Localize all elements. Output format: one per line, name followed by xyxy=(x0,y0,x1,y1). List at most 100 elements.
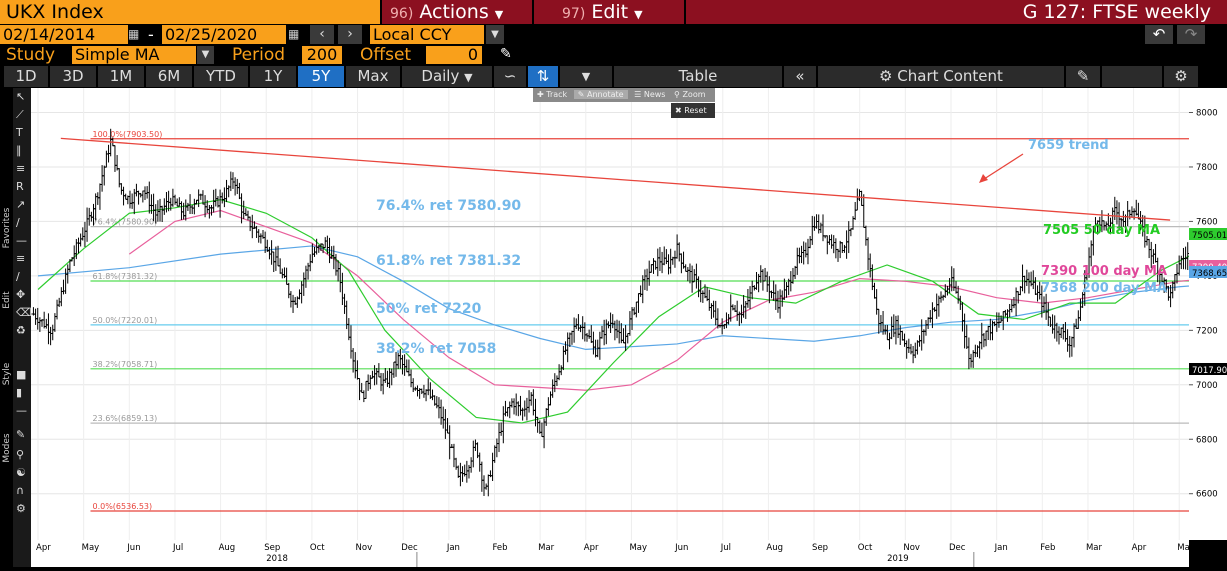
calendar-icon[interactable]: ▦ xyxy=(128,27,140,41)
range-button-1d[interactable]: 1D xyxy=(4,66,48,87)
settings-icon[interactable]: ⚙ xyxy=(16,502,26,515)
range-button-3d[interactable]: 3D xyxy=(50,66,96,87)
chevron-down-icon: ▼ xyxy=(464,71,473,84)
brush-icon[interactable]: ✎ xyxy=(16,428,25,441)
y-tick-label: 6600 xyxy=(1196,490,1218,500)
track-button[interactable]: ✚ Track xyxy=(537,90,568,99)
x-month-label: Aug xyxy=(219,543,236,553)
undo-button[interactable]: ↶ xyxy=(1145,25,1173,44)
chart-content-label: Chart Content xyxy=(897,67,1003,85)
edit-label: Edit xyxy=(591,1,629,23)
x-month-label: Jan xyxy=(446,543,460,553)
move-tool-icon[interactable]: ✥ xyxy=(16,288,25,301)
x-month-label: Aug xyxy=(766,543,783,553)
magnet-icon[interactable]: ∩ xyxy=(16,484,24,497)
edit-menu[interactable]: 97) Edit ▼ xyxy=(534,0,684,24)
mode-icon[interactable]: ☯ xyxy=(16,466,26,479)
pen-icon[interactable]: ✎ xyxy=(500,46,512,62)
table-button[interactable]: Table xyxy=(614,66,782,87)
color-tool-icon[interactable]: ■ xyxy=(16,368,26,381)
x-month-label: Jan xyxy=(994,543,1008,553)
range-button-ytd[interactable]: YTD xyxy=(194,66,248,87)
x-month-label: Dec xyxy=(949,543,966,553)
x-axis-svg: Apr May Jun Jul Aug Sep Oct Nov Dec Jan Feb Mar Apr M… xyxy=(36,543,1195,567)
date-controls: 02/14/2014 ▦ - 02/25/2020 ▦ ‹ › Local CC… xyxy=(0,25,1227,44)
fib-label: 38.2%(7058.71) xyxy=(92,360,157,369)
width-tool-icon[interactable]: — xyxy=(16,404,27,417)
style-tool-icon[interactable]: ▮ xyxy=(16,386,22,399)
chevron-down-icon[interactable]: ▼ xyxy=(197,46,214,64)
pointer-icon[interactable]: ↖ xyxy=(16,90,25,103)
chart-content-button[interactable]: ⚙ Chart Content xyxy=(818,66,1064,87)
range-button-1y[interactable]: 1Y xyxy=(250,66,296,87)
zoom-button[interactable]: ⚲ Zoom xyxy=(674,90,706,99)
fib-label: 0.0%(6536.53) xyxy=(92,502,152,511)
fib-tool-icon[interactable]: ≡ xyxy=(16,162,25,175)
parallel-tool-icon[interactable]: ∥ xyxy=(16,144,22,157)
chart-area[interactable]: 100.0%(7903.50) 76.4%(7580.90) 61.8%(7381.… xyxy=(31,88,1227,540)
prev-arrow-button[interactable]: ‹ xyxy=(310,25,334,44)
y-tick-label: 6800 xyxy=(1196,435,1218,445)
period-input[interactable]: 200 xyxy=(302,46,342,64)
zoom-label: Zoom xyxy=(682,90,706,99)
range-button-max[interactable]: Max xyxy=(346,66,400,87)
last-value-badge xyxy=(1189,266,1227,278)
range-button-1m[interactable]: 1M xyxy=(98,66,144,87)
chevron-down-icon[interactable]: ▼ xyxy=(486,25,504,44)
mini-toolbar: ✚ Track ✎ Annotate ☰ News ⚲ Zoom xyxy=(533,88,715,102)
range-button-5y[interactable]: 5Y xyxy=(298,66,344,87)
draw-tool-icon[interactable]: ∕ xyxy=(16,270,20,283)
bar-chart-icon[interactable]: ⇅ xyxy=(528,66,558,87)
eraser-icon[interactable]: ⌫ xyxy=(16,306,32,319)
x-month-label: Nov xyxy=(356,543,373,553)
text-tool-icon[interactable]: T xyxy=(15,126,23,139)
x-month-label: Sep xyxy=(264,543,280,553)
news-button[interactable]: ☰ News xyxy=(634,90,666,99)
actions-menu[interactable]: 96) Actions ▼ xyxy=(382,0,532,24)
reset-button[interactable]: ✖ Reset xyxy=(671,103,715,118)
fib-label: 100.0%(7903.50) xyxy=(92,130,162,139)
frequency-select[interactable]: Daily ▼ xyxy=(402,66,492,87)
edit-num: 97) xyxy=(562,6,586,22)
last-value-badge xyxy=(1189,363,1227,375)
collapse-icon[interactable]: « xyxy=(784,66,816,87)
price-bars xyxy=(31,128,1227,497)
arrow-tool-icon[interactable]: ↗ xyxy=(16,198,25,211)
next-arrow-button[interactable]: › xyxy=(338,25,362,44)
rect-tool-icon[interactable]: R xyxy=(16,180,24,193)
currency-select[interactable]: Local CCY xyxy=(370,25,484,44)
trendline-segment xyxy=(60,137,1171,221)
y-axis-svg: 660068007000720074007600780080007505.017… xyxy=(1189,109,1227,500)
x-month-label: Feb xyxy=(493,543,508,553)
annotate-button[interactable]: ✎ Annotate xyxy=(573,90,628,99)
chart-type-dropdown[interactable]: ▼ xyxy=(560,66,612,87)
actions-num: 96) xyxy=(390,6,414,22)
lock-icon[interactable]: ⚲ xyxy=(16,448,24,461)
settings-icon: ⚙ xyxy=(879,67,893,85)
line-chart-icon[interactable]: ∽ xyxy=(494,66,526,87)
ticker-field[interactable]: UKX Index xyxy=(0,0,380,24)
page-title: G 127: FTSE weekly xyxy=(686,0,1227,24)
price-chart[interactable]: 100.0%(7903.50) 76.4%(7580.90) 61.8%(7381.… xyxy=(31,88,1227,540)
calendar-icon[interactable]: ▦ xyxy=(288,27,300,41)
study-select[interactable]: Simple MA xyxy=(72,46,196,64)
end-date-input[interactable]: 02/25/2020 xyxy=(162,25,286,44)
offset-input[interactable]: 0 xyxy=(426,46,482,64)
hline-tool-icon[interactable]: — xyxy=(16,234,27,247)
ray-tool-icon[interactable]: ∕ xyxy=(16,216,20,229)
delete-icon[interactable]: ♻ xyxy=(16,324,26,337)
ma100-line xyxy=(128,209,1207,391)
frequency-label: Daily xyxy=(421,67,460,85)
x-year-label: 2018 xyxy=(266,554,288,564)
ma100-annotation: 7390 100 day MA xyxy=(1041,264,1167,279)
y-tick-label: 8000 xyxy=(1196,109,1218,119)
gear-icon[interactable]: ⚙ xyxy=(1164,66,1198,87)
style-section-label: Style xyxy=(2,362,12,385)
fib-annotation: 76.4% ret 7580.90 xyxy=(376,198,521,214)
edit-chart-icon[interactable]: ✎ xyxy=(1066,66,1100,87)
line-tool-icon[interactable]: ⟋ xyxy=(16,108,24,121)
range-button-6m[interactable]: 6M xyxy=(146,66,192,87)
channel-tool-icon[interactable]: ≡ xyxy=(16,252,25,265)
redo-button[interactable]: ↷ xyxy=(1177,25,1205,44)
start-date-input[interactable]: 02/14/2014 xyxy=(0,25,128,44)
